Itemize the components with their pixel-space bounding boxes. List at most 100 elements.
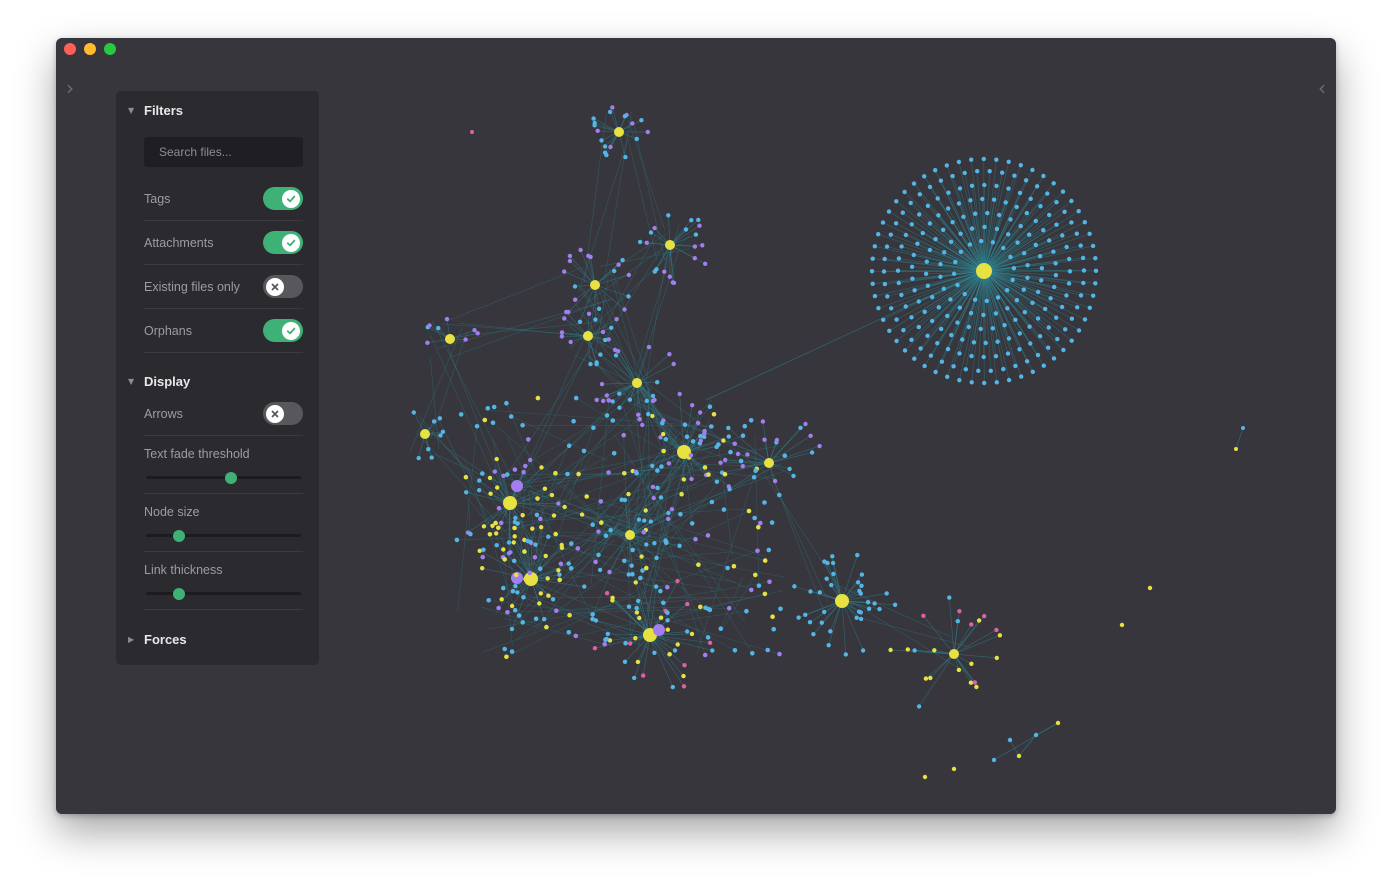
graph-node[interactable] — [987, 169, 992, 174]
graph-node[interactable] — [596, 306, 602, 311]
graph-node[interactable] — [1054, 200, 1059, 205]
graph-node[interactable] — [948, 297, 953, 302]
graph-node[interactable] — [1048, 296, 1053, 301]
graph-node[interactable] — [1067, 269, 1073, 274]
graph-node[interactable] — [894, 338, 899, 344]
graph-node[interactable] — [567, 612, 572, 618]
graph-node[interactable] — [721, 507, 727, 512]
graph-node[interactable] — [1014, 204, 1019, 210]
graph-node[interactable] — [1078, 293, 1084, 298]
graph-node[interactable] — [916, 324, 921, 330]
graph-node[interactable] — [566, 630, 572, 635]
graph-node[interactable] — [955, 619, 960, 624]
graph-node[interactable] — [598, 499, 604, 504]
graph-node[interactable] — [485, 406, 491, 411]
graph-node[interactable] — [496, 525, 501, 531]
graph-node[interactable] — [1060, 233, 1065, 238]
graph-node[interactable] — [634, 471, 639, 476]
graph-node[interactable] — [753, 468, 758, 474]
graph-node[interactable] — [1062, 209, 1067, 214]
graph-node[interactable] — [700, 243, 705, 248]
graph-node[interactable] — [614, 317, 619, 322]
graph-node[interactable] — [1005, 351, 1011, 356]
graph-node[interactable] — [692, 244, 698, 249]
graph-node[interactable] — [994, 226, 1000, 232]
graph-node[interactable] — [909, 315, 914, 320]
graph-node[interactable] — [511, 480, 523, 492]
graph-node[interactable] — [1093, 281, 1098, 286]
graph-node[interactable] — [658, 495, 664, 500]
graph-node[interactable] — [1017, 347, 1022, 352]
graph-node[interactable] — [650, 484, 656, 490]
graph-node[interactable] — [1041, 228, 1046, 233]
graph-node[interactable] — [654, 555, 659, 561]
graph-node[interactable] — [562, 269, 567, 274]
graph-node[interactable] — [872, 293, 878, 299]
graph-node[interactable] — [957, 609, 962, 614]
graph-node[interactable] — [597, 567, 603, 573]
graph-node[interactable] — [707, 404, 713, 410]
graph-node[interactable] — [622, 307, 627, 312]
graph-node[interactable] — [972, 297, 978, 302]
existing-files-toggle[interactable] — [263, 275, 303, 298]
graph-node[interactable] — [679, 491, 684, 497]
graph-node[interactable] — [685, 629, 690, 634]
graph-node[interactable] — [480, 566, 485, 571]
graph-node[interactable] — [703, 605, 708, 611]
graph-node[interactable] — [632, 378, 642, 388]
graph-node[interactable] — [659, 464, 664, 469]
graph-node[interactable] — [927, 221, 933, 226]
graph-node[interactable] — [1030, 369, 1035, 374]
graph-node[interactable] — [983, 340, 988, 346]
graph-node[interactable] — [749, 587, 754, 593]
graph-node[interactable] — [854, 615, 859, 620]
graph-node[interactable] — [1012, 173, 1017, 178]
graph-node[interactable] — [523, 463, 528, 469]
graph-node[interactable] — [922, 174, 927, 179]
graph-node[interactable] — [652, 541, 657, 546]
graph-node[interactable] — [610, 105, 615, 110]
graph-node[interactable] — [925, 333, 930, 338]
graph-node[interactable] — [627, 397, 633, 402]
graph-node[interactable] — [975, 169, 980, 174]
graph-node[interactable] — [512, 467, 518, 472]
graph-node[interactable] — [665, 240, 675, 250]
graph-node[interactable] — [990, 240, 996, 245]
graph-node[interactable] — [1006, 377, 1012, 383]
graph-node[interactable] — [501, 547, 506, 552]
graph-node[interactable] — [869, 269, 875, 274]
graph-node[interactable] — [969, 380, 974, 385]
graph-node[interactable] — [718, 460, 723, 465]
graph-node[interactable] — [629, 563, 634, 568]
graph-node[interactable] — [678, 512, 683, 517]
graph-node[interactable] — [751, 475, 757, 480]
graph-node[interactable] — [772, 478, 778, 484]
graph-node[interactable] — [617, 405, 622, 410]
graph-node[interactable] — [903, 304, 908, 309]
graph-node[interactable] — [748, 418, 754, 423]
graph-node[interactable] — [603, 533, 609, 538]
graph-node[interactable] — [644, 240, 649, 245]
graph-node[interactable] — [458, 412, 464, 417]
graph-node[interactable] — [567, 258, 573, 264]
graph-node[interactable] — [648, 519, 653, 524]
text-fade-slider[interactable] — [146, 471, 301, 484]
graph-node[interactable] — [1076, 209, 1081, 214]
graph-node[interactable] — [575, 546, 581, 551]
graph-view[interactable] — [56, 38, 1336, 814]
graph-node[interactable] — [1046, 325, 1051, 330]
graph-node[interactable] — [655, 380, 660, 385]
graph-node[interactable] — [927, 247, 933, 253]
graph-node[interactable] — [767, 579, 772, 585]
graph-node[interactable] — [709, 424, 714, 429]
graph-node[interactable] — [971, 340, 977, 345]
graph-node[interactable] — [1075, 305, 1080, 310]
graph-node[interactable] — [721, 438, 726, 443]
graph-node[interactable] — [1053, 261, 1058, 266]
graph-node[interactable] — [658, 435, 663, 440]
minimize-window-button[interactable] — [84, 43, 96, 55]
graph-node[interactable] — [526, 437, 531, 442]
graph-node[interactable] — [809, 450, 815, 455]
graph-node[interactable] — [1019, 374, 1024, 379]
graph-node[interactable] — [922, 363, 927, 369]
